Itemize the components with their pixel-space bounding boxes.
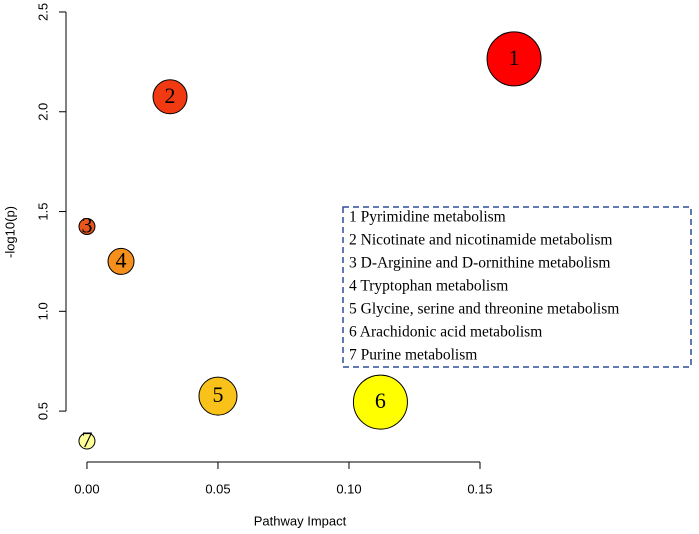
x-tick-label: 0.05 <box>205 481 230 496</box>
bubble <box>107 247 135 275</box>
bubble <box>152 79 188 115</box>
bubble <box>78 218 96 236</box>
y-tick-label: 2.5 <box>35 3 50 21</box>
y-axis-label: -log10(p) <box>2 206 17 258</box>
x-tick-label: 0.15 <box>467 481 492 496</box>
legend-entry: 3 D-Arginine and D-ornithine metabolism <box>349 255 610 272</box>
bubble-label: 6 <box>375 388 386 413</box>
x-tick-label: 0.10 <box>336 481 361 496</box>
legend-entry: 1 Pyrimidine metabolism <box>349 209 506 226</box>
legend-entry: 4 Tryptophan metabolism <box>349 278 508 295</box>
legend-entry: 7 Purine metabolism <box>349 347 477 364</box>
legend-entry: 5 Glycine, serine and threonine metaboli… <box>349 301 619 318</box>
bubble-label: 3 <box>81 213 92 238</box>
y-tick-label: 1.5 <box>35 202 50 220</box>
y-tick-label: 2.0 <box>35 103 50 121</box>
bubble <box>198 376 238 416</box>
y-tick-label: 0.5 <box>35 402 50 420</box>
bubble-label: 5 <box>212 382 223 407</box>
x-axis-label: Pathway Impact <box>254 513 347 528</box>
bubble <box>352 374 408 430</box>
bubble <box>486 31 542 87</box>
legend-entry: 2 Nicotinate and nicotinamide metabolism <box>349 232 612 249</box>
bubble-label: 4 <box>116 247 127 272</box>
bubble-label: 7 <box>81 427 92 452</box>
bubble <box>78 432 96 450</box>
bubble-label: 2 <box>165 83 176 108</box>
y-tick-label: 1.0 <box>35 302 50 320</box>
x-tick-label: 0.00 <box>74 481 99 496</box>
legend-box <box>342 206 692 368</box>
bubble-label: 1 <box>509 45 520 70</box>
legend-entry: 6 Arachidonic acid metabolism <box>349 324 542 341</box>
